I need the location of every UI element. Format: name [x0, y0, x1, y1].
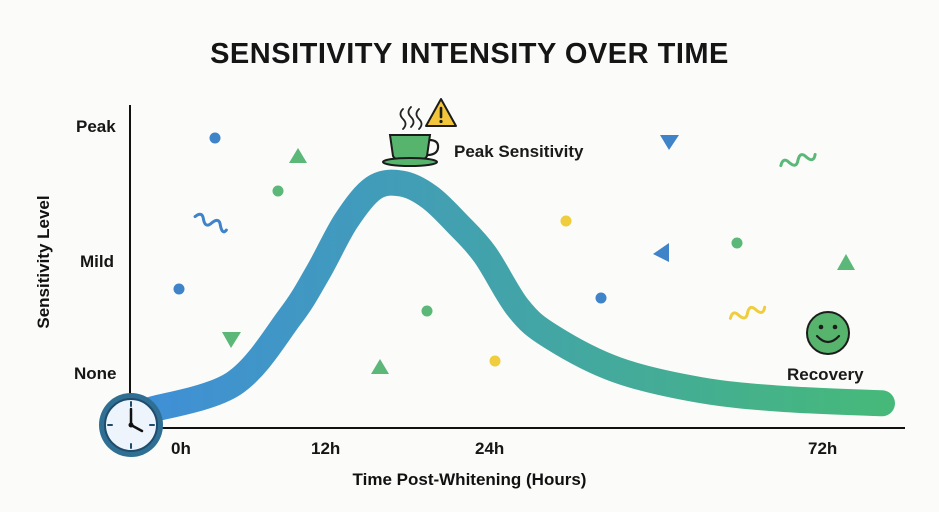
- sensitivity-curve: [137, 169, 895, 423]
- x-tick-72h: 72h: [808, 439, 838, 458]
- y-tick-peak: Peak: [76, 117, 116, 136]
- confetti-squiggle: [193, 212, 228, 234]
- confetti-dot: [489, 355, 501, 367]
- x-axis-label: Time Post-Whitening (Hours): [352, 470, 587, 489]
- confetti-triangle: [653, 243, 669, 262]
- confetti-triangle: [660, 135, 679, 150]
- clock-icon: [99, 393, 163, 457]
- confetti-squiggle: [779, 152, 817, 168]
- confetti-dot: [595, 292, 607, 304]
- smiley-icon: [806, 311, 850, 355]
- confetti-dot: [560, 215, 572, 227]
- warning-icon: [425, 98, 457, 127]
- confetti-triangle: [371, 359, 389, 374]
- coffee-cup-icon: [382, 106, 440, 167]
- confetti-triangle: [837, 254, 855, 270]
- y-tick-none: None: [74, 364, 117, 383]
- y-tick-mild: Mild: [80, 252, 114, 271]
- confetti-dot: [272, 185, 284, 197]
- confetti-dot: [209, 132, 221, 144]
- x-tick-12h: 12h: [311, 439, 341, 458]
- confetti-dot: [731, 237, 743, 249]
- confetti-dot: [173, 283, 185, 295]
- decorative-confetti: [173, 132, 855, 374]
- recovery-label: Recovery: [787, 365, 864, 384]
- confetti-dot: [421, 305, 433, 317]
- x-tick-0h: 0h: [171, 439, 191, 458]
- confetti-triangle: [289, 148, 307, 163]
- peak-sensitivity-label: Peak Sensitivity: [454, 142, 584, 161]
- x-tick-24h: 24h: [475, 439, 505, 458]
- chart-title: SENSITIVITY INTENSITY OVER TIME: [210, 38, 729, 70]
- confetti-triangle: [222, 332, 241, 348]
- confetti-squiggle: [728, 305, 767, 320]
